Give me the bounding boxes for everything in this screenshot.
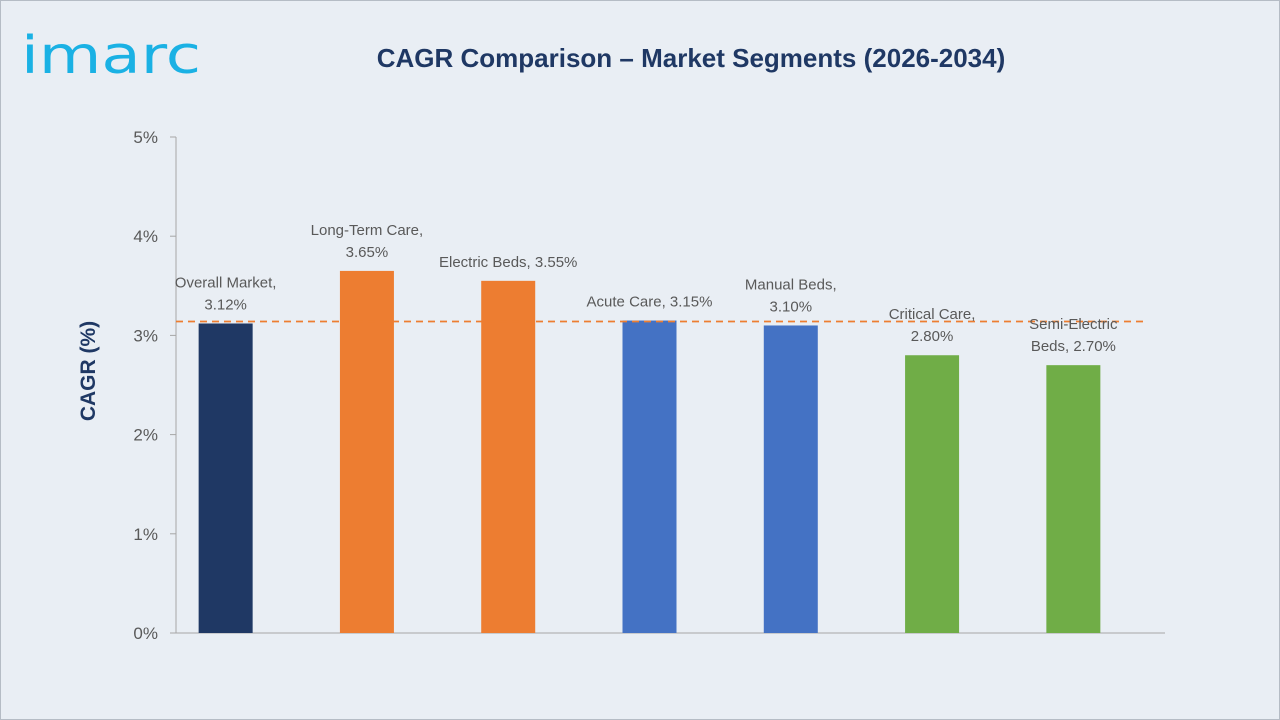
data-label: Semi-Electric: [1029, 316, 1118, 333]
data-label: Long-Term Care,: [311, 222, 424, 239]
y-tick-label: 0%: [133, 624, 158, 643]
bar-5: [763, 325, 818, 633]
bar-4: [622, 320, 677, 633]
y-tick-label: 3%: [133, 326, 158, 345]
data-label: Electric Beds, 3.55%: [439, 254, 577, 271]
data-label: Acute Care, 3.15%: [587, 294, 713, 311]
y-tick-label: 2%: [133, 426, 158, 445]
data-label: 3.65%: [346, 244, 389, 261]
chart-title: CAGR Comparison – Market Segments (2026-…: [376, 43, 1006, 73]
bar-7: [1046, 365, 1101, 633]
y-tick-label: 5%: [133, 128, 158, 147]
data-label: Overall Market,: [175, 274, 277, 291]
data-label: 3.10%: [770, 298, 813, 315]
data-label: Beds, 2.70%: [1031, 338, 1116, 355]
imarc-logo-wordmark: imarc: [21, 26, 201, 81]
data-label: 2.80%: [911, 328, 954, 345]
data-label: Critical Care,: [889, 306, 976, 323]
bar-3: [481, 280, 536, 633]
bar-6: [905, 355, 960, 633]
data-label: 3.12%: [204, 296, 247, 313]
y-tick-label: 1%: [133, 525, 158, 544]
bar-1: [198, 323, 253, 633]
imarc-logo: imarc: [19, 11, 209, 81]
y-tick-label: 4%: [133, 227, 158, 246]
data-label: Manual Beds,: [745, 276, 837, 293]
bar-2: [339, 270, 394, 633]
